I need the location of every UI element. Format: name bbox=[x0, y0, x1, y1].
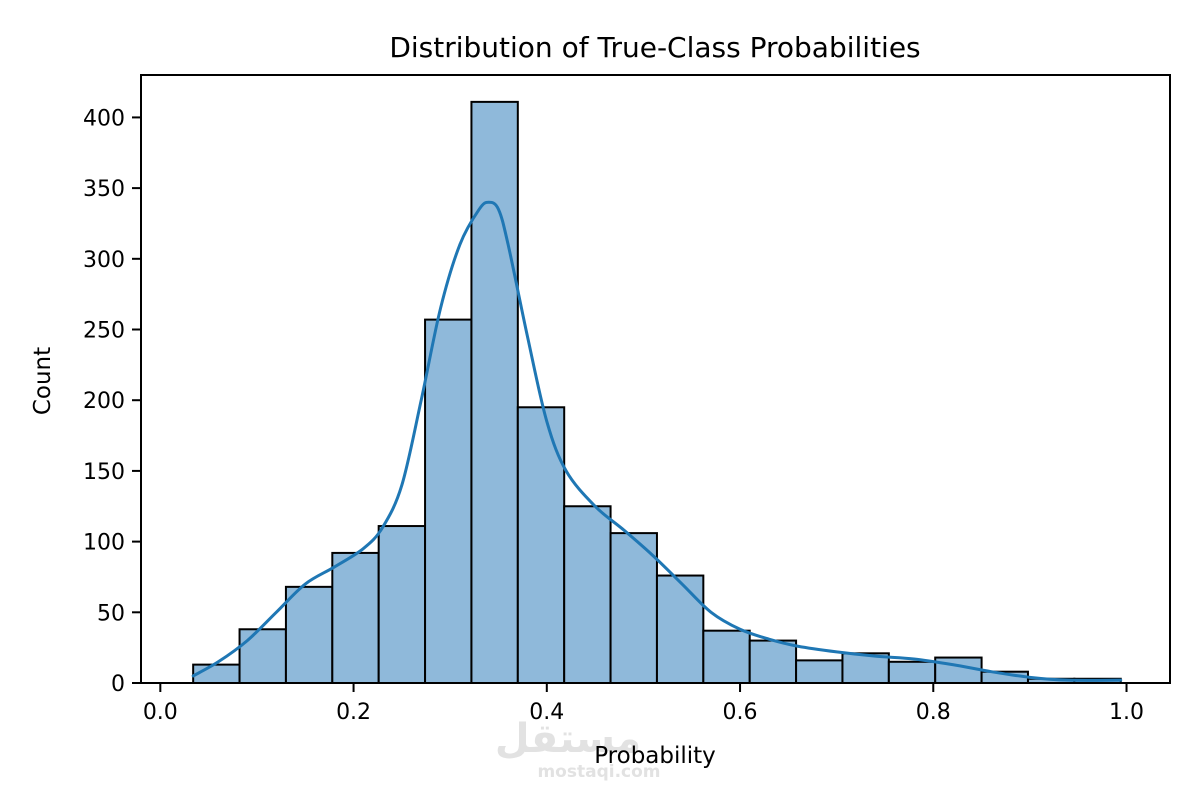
x-tick-label-4: 0.8 bbox=[916, 700, 951, 725]
histogram-bar-14 bbox=[795, 659, 844, 685]
y-tick-label-7: 350 bbox=[83, 177, 125, 202]
histogram-bar-16 bbox=[887, 660, 937, 684]
watermark-arabic: مستقل bbox=[495, 716, 641, 762]
x-axis-label: Probability bbox=[594, 743, 716, 769]
y-tick-label-4: 200 bbox=[83, 389, 125, 414]
histogram-bar-7 bbox=[470, 100, 519, 685]
histogram-bar-9 bbox=[563, 505, 612, 685]
x-tick-label-0: 0.0 bbox=[143, 700, 178, 725]
y-tick-label-5: 250 bbox=[83, 319, 125, 344]
histogram-bar-13 bbox=[748, 639, 798, 685]
y-tick-label-1: 50 bbox=[97, 601, 125, 626]
x-tick-label-2: 0.4 bbox=[529, 700, 564, 725]
y-tick-label-3: 150 bbox=[83, 460, 125, 485]
histogram-bar-5 bbox=[377, 525, 427, 684]
x-tick-label-5: 1.0 bbox=[1109, 700, 1144, 725]
histogram-bar-3 bbox=[284, 585, 334, 684]
x-tick-label-3: 0.6 bbox=[723, 700, 758, 725]
watermark-latin: mostaqi.com bbox=[537, 762, 660, 782]
histogram-bar-2 bbox=[238, 628, 287, 685]
plot-frame bbox=[140, 74, 1171, 684]
histogram-bar-10 bbox=[609, 532, 658, 684]
histogram-bar-17 bbox=[934, 656, 983, 684]
y-tick-label-2: 100 bbox=[83, 531, 125, 556]
histogram-bar-12 bbox=[702, 629, 751, 684]
y-axis-label: Count bbox=[30, 347, 56, 415]
histogram-bars bbox=[192, 100, 1122, 685]
x-tick-label-1: 0.2 bbox=[336, 700, 371, 725]
histogram-bar-15 bbox=[841, 652, 890, 684]
y-tick-label-6: 300 bbox=[83, 248, 125, 273]
y-tick-label-8: 400 bbox=[83, 106, 125, 131]
y-axis-ticks: 0 50 100 150 200 250 300 350 400 bbox=[83, 106, 141, 697]
histogram-bar-4 bbox=[331, 551, 380, 684]
y-tick-label-0: 0 bbox=[111, 672, 125, 697]
chart-title: Distribution of True-Class Probabilities bbox=[389, 31, 920, 64]
x-axis-ticks: 0.0 0.2 0.4 0.6 0.8 1.0 bbox=[143, 683, 1144, 725]
histogram-bar-6 bbox=[424, 318, 473, 684]
kde-curve bbox=[191, 200, 1123, 682]
histogram-bar-11 bbox=[655, 574, 705, 684]
